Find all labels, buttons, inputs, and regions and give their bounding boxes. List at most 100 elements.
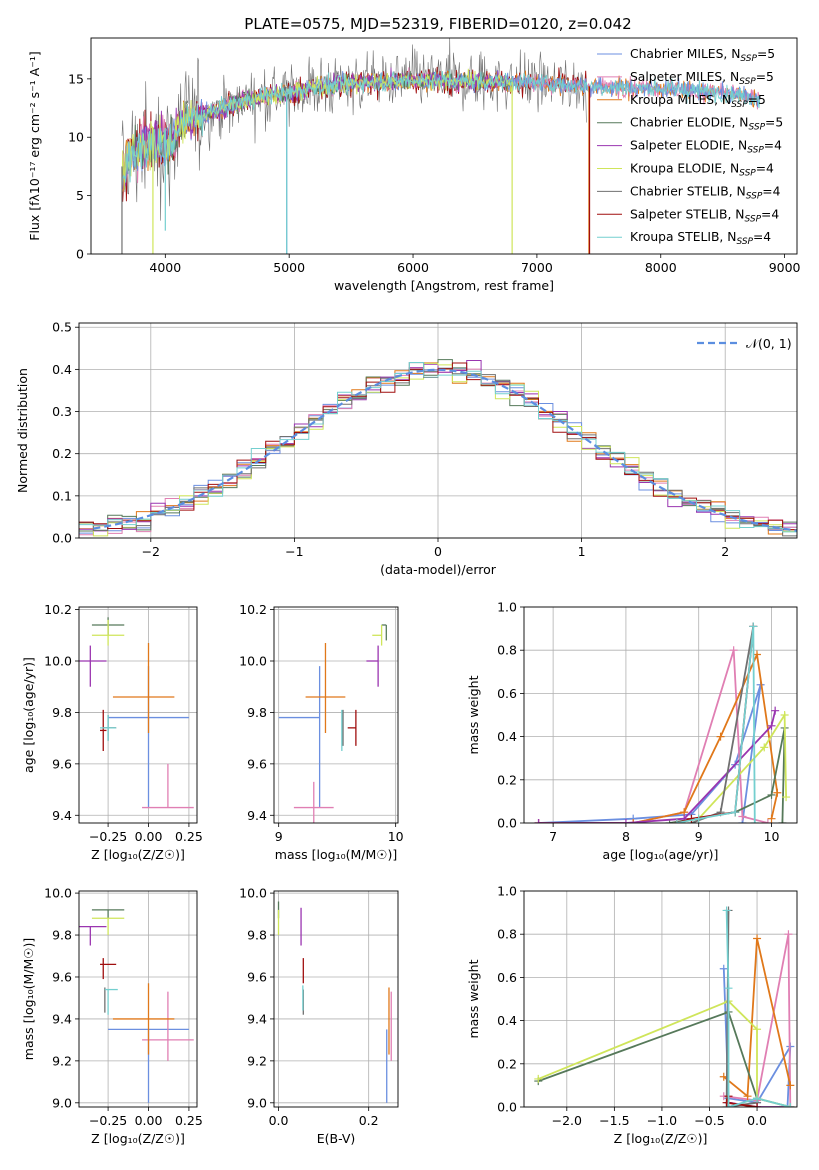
weight-marker bbox=[621, 819, 630, 823]
x-tick-label: 9000 bbox=[769, 260, 801, 275]
y-tick-label: 10.0 bbox=[239, 886, 267, 901]
weight-marker bbox=[724, 984, 733, 993]
spectrum-line bbox=[121, 68, 513, 192]
chart-mass-EBV: 0.0 0.2 9.0 9.2 9.4 9.6 9.8 10.0 E(B-V) bbox=[239, 886, 399, 1146]
x-tick-label: 9 bbox=[275, 829, 283, 844]
y-tick-label: 10.0 bbox=[44, 654, 72, 669]
weight-marker bbox=[782, 793, 791, 802]
weight-marker bbox=[731, 808, 740, 817]
x-tick-label: −0.25 bbox=[89, 1113, 127, 1128]
y-tick-label: 9.8 bbox=[247, 928, 267, 943]
x-axis-label: Z [log₁₀(Z/Z☉)] bbox=[614, 1131, 708, 1146]
histogram-step bbox=[79, 362, 797, 531]
weight-marker bbox=[743, 1092, 752, 1101]
x-tick-label: 0.0 bbox=[747, 1113, 767, 1128]
y-tick-label: 0.0 bbox=[497, 1100, 517, 1115]
x-axis-label: wavelength [Angstrom, rest frame] bbox=[334, 278, 554, 293]
y-tick-label: 0 bbox=[76, 247, 84, 262]
x-tick-label: 2 bbox=[721, 544, 729, 559]
plot-area bbox=[79, 617, 194, 809]
weight-line bbox=[676, 626, 756, 823]
y-tick-label: 9.6 bbox=[247, 756, 267, 771]
weight-line bbox=[538, 649, 769, 823]
x-tick-label: −1 bbox=[285, 544, 303, 559]
x-axis-label: (data-model)/error bbox=[380, 562, 497, 577]
weight-marker bbox=[773, 788, 782, 797]
x-tick-label: 4000 bbox=[149, 260, 181, 275]
y-tick-label: 0.6 bbox=[497, 686, 517, 701]
weight-line bbox=[723, 938, 792, 1099]
x-tick-label: 6000 bbox=[397, 260, 429, 275]
y-tick-label: 0.4 bbox=[497, 1013, 517, 1028]
y-tick-label: 9.4 bbox=[52, 808, 72, 823]
y-tick-label: 9.8 bbox=[52, 705, 72, 720]
weight-marker bbox=[749, 622, 758, 631]
y-tick-label: 0.8 bbox=[497, 927, 517, 942]
y-tick-label: 10.2 bbox=[239, 602, 267, 617]
chart-age-mass: 9 10 9.4 9.6 9.8 10.0 10.2 mass [log₁₀(M/M☉)] bbox=[239, 602, 404, 862]
x-tick-label: 8 bbox=[622, 829, 630, 844]
legend-label: Salpeter STELIB, NSSP=4 bbox=[630, 207, 779, 224]
x-tick-label: 0.00 bbox=[135, 829, 163, 844]
plot-area bbox=[79, 909, 194, 1103]
weight-marker bbox=[767, 790, 776, 799]
chart-age-Z: −0.25 0.00 0.25 9.4 9.6 9.8 10.0 10.2 Z [log₁₀(Z… bbox=[21, 602, 203, 862]
y-tick-label: 0.0 bbox=[497, 816, 517, 831]
weight-marker bbox=[783, 1103, 792, 1107]
y-tick-label: 9.6 bbox=[52, 969, 72, 984]
y-tick-label: 1.0 bbox=[497, 600, 517, 615]
weight-marker bbox=[771, 706, 780, 715]
y-axis-label: mass [log₁₀(M/M☉)] bbox=[21, 938, 36, 1060]
y-tick-label: 0.4 bbox=[497, 729, 517, 744]
y-tick-label: 15 bbox=[68, 71, 84, 86]
y-tick-label: 9.0 bbox=[247, 1095, 267, 1110]
x-axis-label: E(B-V) bbox=[317, 1131, 356, 1146]
weight-line bbox=[725, 910, 791, 1107]
weight-marker bbox=[672, 819, 681, 823]
y-tick-label: 9.4 bbox=[247, 808, 267, 823]
x-tick-label: −1.0 bbox=[647, 1113, 677, 1128]
x-tick-label: −0.25 bbox=[89, 829, 127, 844]
y-tick-label: 9.8 bbox=[52, 928, 72, 943]
chart-weight-age: 7 8 9 10 0.0 0.2 0.4 0.6 0.8 1.0 age [log₁₀(age/yr… bbox=[466, 600, 798, 862]
weight-marker bbox=[767, 721, 776, 730]
weight-marker bbox=[753, 1025, 762, 1034]
weight-marker bbox=[738, 812, 747, 821]
x-tick-label: 5000 bbox=[273, 260, 305, 275]
y-tick-label: 0.8 bbox=[497, 643, 517, 658]
y-tick-label: 10.0 bbox=[239, 654, 267, 669]
legend-label: Kroupa STELIB, NSSP=4 bbox=[630, 230, 771, 247]
histogram-step bbox=[79, 362, 797, 533]
y-tick-label: 9.2 bbox=[247, 1053, 267, 1068]
weight-marker bbox=[534, 819, 543, 823]
axes-frame bbox=[90, 37, 798, 255]
legend-label: 𝒩(0, 1) bbox=[746, 336, 792, 351]
plot-area bbox=[121, 38, 761, 254]
y-tick-label: 0.0 bbox=[52, 531, 72, 546]
weight-marker bbox=[729, 646, 738, 655]
y-tick-label: 10 bbox=[68, 130, 84, 145]
weight-marker bbox=[753, 1094, 762, 1103]
weight-marker bbox=[763, 819, 772, 823]
axes-frame bbox=[78, 890, 198, 1108]
weight-marker bbox=[719, 964, 728, 973]
x-tick-label: 8000 bbox=[645, 260, 677, 275]
weight-marker bbox=[786, 1103, 795, 1107]
legend-label: Salpeter MILES, NSSP=5 bbox=[630, 70, 774, 87]
y-axis-label: Flux [fλ10⁻¹⁷ erg cm⁻² s⁻¹ A⁻¹] bbox=[27, 51, 42, 240]
x-tick-label: −2.0 bbox=[552, 1113, 582, 1128]
weight-marker bbox=[767, 814, 776, 823]
chart-spectrum: 4000 5000 6000 7000 8000 9000 0 5 10 15 wavelength… bbox=[27, 37, 801, 293]
y-tick-label: 9.6 bbox=[52, 756, 72, 771]
weight-marker bbox=[694, 814, 703, 823]
y-tick-label: 9.2 bbox=[52, 1053, 72, 1068]
y-tick-label: 10.0 bbox=[44, 886, 72, 901]
x-tick-label: −1.5 bbox=[599, 1113, 629, 1128]
x-axis-label: age [log₁₀(age/yr)] bbox=[603, 847, 719, 862]
legend-label: Chabrier MILES, NSSP=5 bbox=[630, 47, 775, 64]
x-tick-label: 0.2 bbox=[359, 1113, 379, 1128]
y-tick-label: 5 bbox=[76, 188, 84, 203]
axes-frame bbox=[273, 606, 399, 824]
x-tick-label: 9 bbox=[695, 829, 703, 844]
x-tick-label: 1 bbox=[578, 544, 586, 559]
